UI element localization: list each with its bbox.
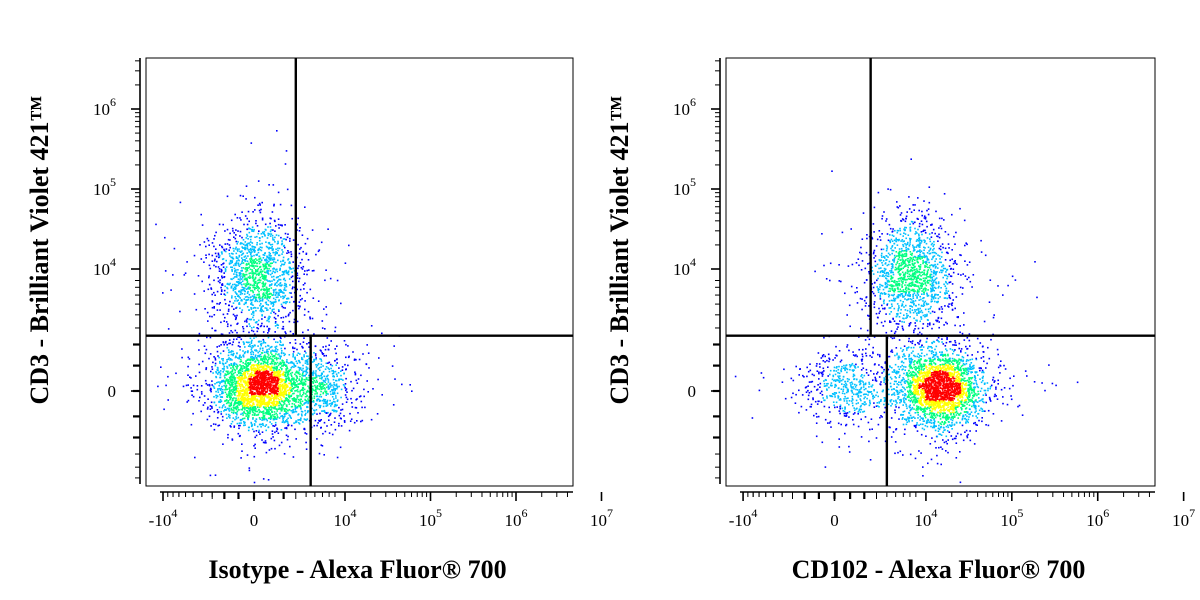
x-tick-label: 106 [1086,506,1109,530]
x-tick-label: 106 [505,506,528,530]
y-tick-label: 0 [108,382,117,401]
x-axis-label: CD102 - Alexa Fluor® 700 [792,555,1086,584]
x-tick-label: -104 [729,506,758,530]
y-axis-label: CD3 - Brilliant Violet 421™ [25,95,54,404]
event-dots [155,130,413,484]
plot-panel-cd102: -104 0 104 105 106 107 0 104 105 106 CD102 - Alexa… [605,57,1195,584]
x-axis: -104 0 104 105 106 107 [729,491,1195,530]
x-tick-label: 107 [590,506,613,530]
x-tick-label: 104 [914,506,937,530]
x-tick-label: -104 [149,506,178,530]
y-tick-label: 106 [93,95,116,119]
y-tick-label: 105 [673,175,696,199]
y-axis-label: CD3 - Brilliant Violet 421™ [605,95,634,404]
x-axis: -104 0 104 105 106 107 [149,491,613,530]
y-axis: 0 104 105 106 [93,58,141,484]
plot-frame [145,57,574,487]
x-axis-label: Isotype - Alexa Fluor® 700 [208,555,506,584]
y-tick-label: 104 [673,255,696,279]
y-tick-label: 106 [673,95,696,119]
x-tick-label: 105 [1000,506,1023,530]
plot-frame [725,57,1156,487]
x-tick-label: 105 [419,506,442,530]
y-tick-label: 0 [688,382,697,401]
x-tick-label: 0 [250,511,259,530]
y-tick-label: 104 [93,255,116,279]
y-tick-label: 105 [93,175,116,199]
y-axis: 0 104 105 106 [673,58,721,484]
plot-panel-isotype: -104 0 104 105 106 107 0 104 105 106 Isotype - Ale… [25,57,613,584]
x-tick-label: 0 [830,511,839,530]
x-tick-label: 107 [1172,506,1195,530]
x-tick-label: 104 [334,506,357,530]
event-dots [734,158,1079,484]
